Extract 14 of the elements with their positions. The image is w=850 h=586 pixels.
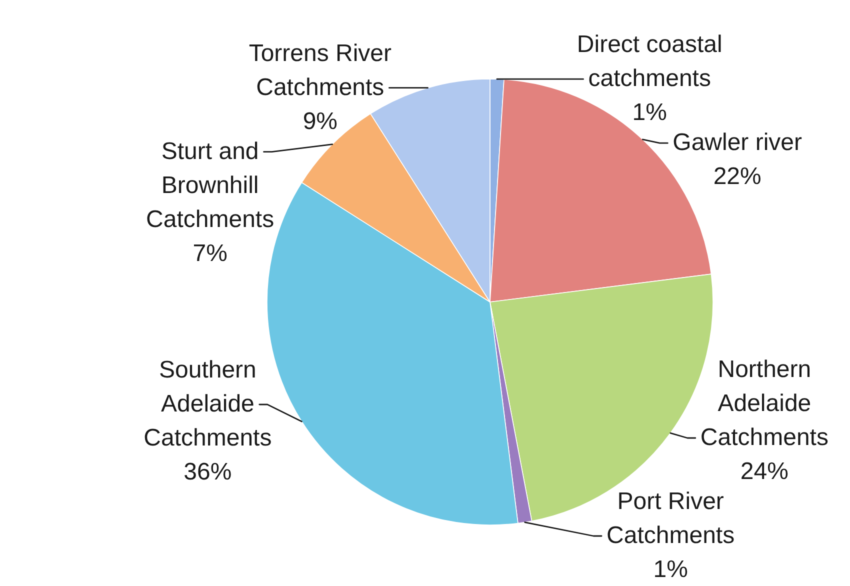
slice-label: Gawler river (672, 129, 802, 156)
data-label: 24% (740, 458, 788, 485)
slice-label: Port River Catchments (606, 488, 735, 549)
data-label: 22% (713, 163, 762, 190)
slice-label: Direct coastal catchments (576, 31, 722, 92)
data-label: 36% (184, 458, 232, 486)
data-label: 9% (302, 108, 338, 135)
data-label: 7% (192, 240, 228, 267)
slice-label: Torrens River Catchments (248, 40, 392, 101)
slice-label: Sturt and Brownhill Catchments (146, 138, 274, 233)
slice-label: Southern Adelaide Catchments (144, 356, 272, 452)
slice-label: Northern Adelaide Catchments (700, 356, 828, 451)
data-label: 1% (653, 556, 688, 583)
data-label: 1% (632, 99, 667, 126)
